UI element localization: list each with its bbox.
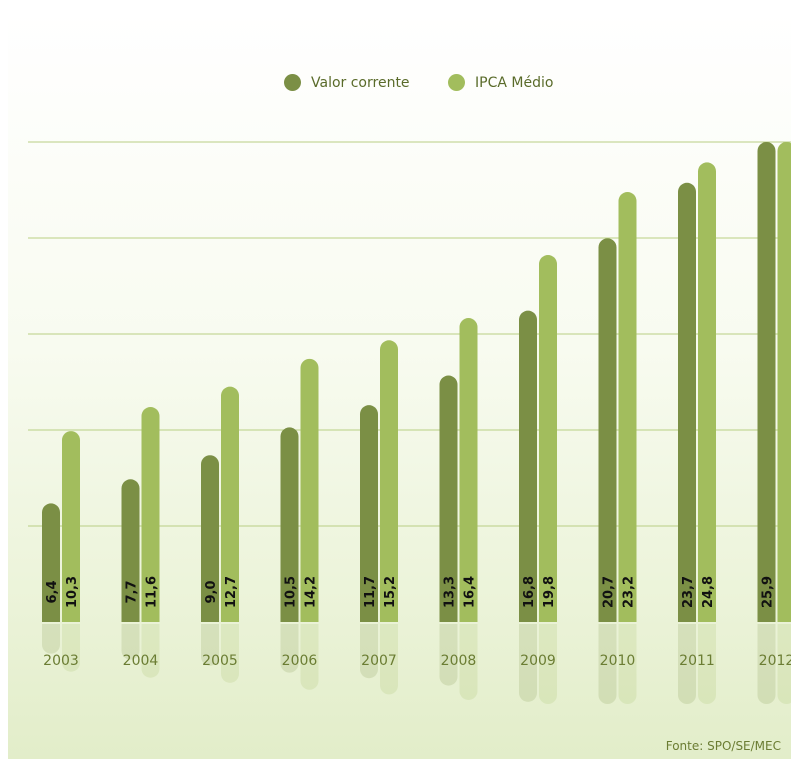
bar-valor-corrente-2003 (42, 503, 60, 622)
bar-valor-corrente-2004 (121, 479, 140, 622)
data-label: 20,7 (602, 576, 617, 608)
bar-ipca-medio-2009 (539, 255, 557, 622)
legend-item-valor-corrente: Valor corrente (284, 74, 410, 91)
bar-ipca-medio-2003 (62, 431, 80, 622)
data-label: 7,7 (125, 580, 140, 603)
bar-reflection (618, 624, 637, 705)
bar-ipca-medio-2006 (300, 358, 319, 622)
bar-reflection (360, 624, 378, 679)
x-tick-label: 2012 (759, 653, 791, 669)
bar-reflection (280, 624, 299, 673)
bar-reflection (201, 624, 219, 666)
bar-valor-corrente-2006 (280, 427, 299, 622)
bar-valor-corrente-2009 (519, 310, 537, 622)
data-label: 23,7 (681, 576, 696, 608)
bar-ipca-medio-2012 (777, 142, 791, 622)
x-tick-label: 2011 (679, 653, 715, 669)
bar-reflection (62, 624, 80, 672)
x-tick-label: 2007 (361, 653, 397, 669)
bar-reflection (598, 624, 617, 705)
x-tick-label: 2005 (202, 653, 238, 669)
data-label: 25,9 (761, 576, 776, 608)
data-label: 24,8 (701, 576, 716, 608)
x-tick-label: 2009 (520, 653, 556, 669)
x-tick-label: 2008 (441, 653, 477, 669)
bar-reflection (698, 624, 716, 704)
bar-ipca-medio-2011 (698, 162, 716, 622)
data-label: 19,8 (542, 576, 557, 608)
bar-ipca-medio-2005 (221, 386, 239, 622)
bar-ipca-medio-2008 (459, 318, 478, 622)
legend-label-valor-corrente: Valor corrente (311, 74, 410, 91)
bar-reflection (777, 624, 791, 704)
bar-valor-corrente-2005 (201, 455, 219, 622)
legend-label-ipca-medio: IPCA Médio (475, 74, 554, 91)
bar-reflection (380, 624, 398, 695)
bar-ipca-medio-2007 (380, 340, 398, 622)
bar-reflection (121, 624, 140, 660)
bar-valor-corrente-2010 (598, 238, 617, 622)
bar-reflection (141, 624, 160, 678)
chart-area: 6,4 10,3 7,7 11,6 9,0 12,7 10,5 14,2 11,7 15,2 13,… (8, 12, 791, 759)
x-tick-label: 2010 (600, 653, 636, 669)
data-label: 13,3 (443, 576, 458, 608)
bar-reflection (678, 624, 696, 704)
data-label: 14,2 (304, 576, 319, 608)
bar-valor-corrente-2007 (360, 405, 378, 622)
x-tick-label: 2006 (282, 653, 318, 669)
data-label: 9,0 (204, 580, 219, 603)
bar-valor-corrente-2011 (678, 182, 696, 622)
bar-reflection (757, 624, 776, 705)
bar-ipca-medio-2004 (141, 407, 160, 622)
data-label: 12,7 (224, 576, 239, 608)
legend-swatch-ipca-medio (448, 74, 465, 91)
bar-reflection (459, 624, 478, 700)
legend-swatch-valor-corrente (284, 74, 301, 91)
bar-reflection (300, 624, 319, 690)
bar-chart: 6,4 10,3 7,7 11,6 9,0 12,7 10,5 14,2 11,7 15,2 13,… (28, 141, 791, 705)
x-tick-label: 2003 (43, 653, 79, 669)
data-label: 6,4 (45, 580, 60, 603)
data-label: 10,5 (284, 576, 299, 608)
bar-reflection (42, 624, 60, 654)
bar-valor-corrente-2012 (757, 142, 776, 622)
data-label: 16,8 (522, 576, 537, 608)
bar-ipca-medio-2010 (618, 192, 637, 622)
data-label: 10,3 (65, 576, 80, 608)
data-label: 15,2 (383, 576, 398, 608)
data-label: 11,7 (363, 576, 378, 608)
data-label: 23,2 (622, 576, 637, 608)
source-note: Fonte: SPO/SE/MEC (665, 739, 781, 753)
data-label: 16,4 (463, 576, 478, 608)
data-label: 11,6 (145, 576, 160, 608)
bar-reflection (221, 624, 239, 683)
legend-item-ipca-medio: IPCA Médio (448, 74, 553, 91)
bar-valor-corrente-2008 (439, 375, 458, 622)
x-tick-label: 2004 (123, 653, 159, 669)
bar-reflection (439, 624, 458, 686)
bar-reflection (519, 624, 537, 702)
bar-reflection (539, 624, 557, 704)
